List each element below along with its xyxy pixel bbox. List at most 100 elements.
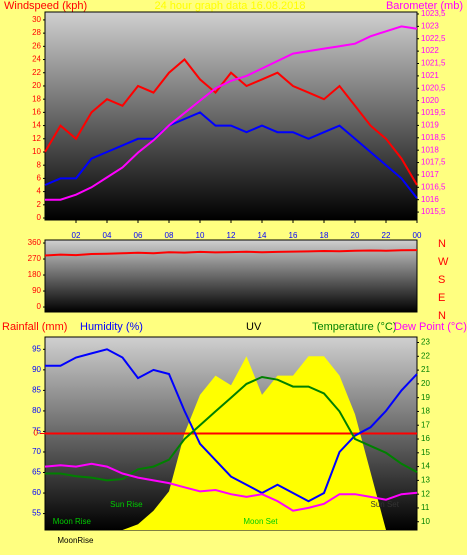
y-tick-label: 12: [32, 134, 41, 143]
header-label: Dew Point (°C): [394, 321, 467, 333]
y2-tick-label: 19: [421, 393, 430, 402]
y-tick-label: 16: [32, 107, 41, 116]
y2-tick-label: 20: [421, 379, 430, 388]
rain-tick-label: 0: [34, 429, 39, 438]
y-label: Windspeed (kph): [4, 0, 87, 12]
x-tick-label: 20: [351, 231, 360, 240]
y2-tick-label: 10: [421, 517, 430, 526]
series-line: [45, 348, 418, 503]
y-tick-label: 20: [32, 81, 41, 90]
x-tick-label: 18: [320, 231, 329, 240]
y2-tick-label: 1023,5: [421, 9, 446, 18]
series-line: [45, 375, 418, 482]
y2-tick-label: 18: [421, 407, 430, 416]
chart-title: 24 hour graph data 16.08.2018: [154, 0, 305, 12]
series-line: [44, 58, 418, 186]
y-tick-label: 4: [37, 187, 42, 196]
header-label: Humidity (%): [80, 321, 143, 333]
compass-label: E: [438, 292, 445, 304]
y2-tick-label: 1023: [421, 21, 439, 30]
y-tick-label: 65: [32, 468, 41, 477]
x-tick-label: 00: [413, 231, 422, 240]
y2-tick-label: 15: [421, 448, 430, 457]
y2-tick-label: 14: [421, 462, 430, 471]
y-tick-label: 90: [32, 365, 41, 374]
y-tick-label: 0: [37, 302, 42, 311]
x-tick-label: 16: [289, 231, 298, 240]
y2-tick-label: 1015,5: [421, 207, 446, 216]
x-tick-label: 14: [258, 231, 267, 240]
y-tick-label: 70: [32, 447, 41, 456]
y-tick-label: 28: [32, 28, 41, 37]
y-tick-label: 0: [37, 213, 42, 222]
y2-tick-label: 1020: [421, 96, 439, 105]
y2-tick-label: 1018: [421, 145, 439, 154]
y-tick-label: 14: [32, 121, 41, 130]
plot-area: [44, 11, 418, 221]
x-tick-label: 04: [103, 231, 112, 240]
y-tick-label: 360: [28, 238, 42, 247]
annotation: MoonRise: [57, 536, 94, 545]
y-tick-label: 6: [37, 174, 42, 183]
y2-tick-label: 1021,5: [421, 59, 446, 68]
x-tick-label: 12: [227, 231, 236, 240]
y-tick-label: 2: [37, 200, 42, 209]
compass-label: N: [438, 238, 446, 250]
y2-tick-label: 1022: [421, 46, 439, 55]
series-line: [45, 25, 418, 201]
y-tick-label: 26: [32, 41, 41, 50]
compass-label: N: [438, 310, 446, 322]
y-tick-label: 10: [32, 147, 41, 156]
y2-tick-label: 23: [421, 338, 430, 347]
x-tick-label: 10: [196, 231, 205, 240]
y-tick-label: 90: [32, 286, 41, 295]
x-tick-label: 02: [72, 231, 81, 240]
y2-tick-label: 1017: [421, 170, 439, 179]
y-tick-label: 180: [28, 270, 42, 279]
y2-tick-label: 1018,5: [421, 133, 446, 142]
y2-tick-label: 1017,5: [421, 158, 446, 167]
y-tick-label: 80: [32, 406, 41, 415]
y2-tick-label: 1016: [421, 195, 439, 204]
header-label: UV: [246, 321, 262, 333]
y-tick-label: 22: [32, 68, 41, 77]
y2-tick-label: 22: [421, 351, 430, 360]
y-tick-label: 55: [32, 509, 41, 518]
y-tick-label: 85: [32, 385, 41, 394]
annotation: Sun Rise: [110, 500, 143, 509]
y-tick-label: 95: [32, 344, 41, 353]
series-line: [44, 462, 418, 512]
x-tick-label: 22: [382, 231, 391, 240]
y2-tick-label: 1021: [421, 71, 439, 80]
compass-label: S: [438, 274, 445, 286]
compass-label: W: [438, 256, 449, 268]
y2-tick-label: 21: [421, 365, 430, 374]
annotation: Sun Set: [371, 500, 400, 509]
y-tick-label: 24: [32, 55, 41, 64]
series-line: [44, 249, 418, 257]
y-tick-label: 270: [28, 254, 42, 263]
y2-tick-label: 1020,5: [421, 83, 446, 92]
y-tick-label: 30: [32, 15, 41, 24]
y-tick-label: 18: [32, 94, 41, 103]
y-tick-label: 60: [32, 488, 41, 497]
y2-tick-label: 17: [421, 420, 430, 429]
y2-tick-label: 16: [421, 434, 430, 443]
y2-tick-label: 11: [421, 503, 430, 512]
annotation: Moon Rise: [53, 517, 92, 526]
uv-area: [45, 356, 417, 530]
y2-tick-label: 1016,5: [421, 182, 446, 191]
annotation: Moon Set: [243, 517, 278, 526]
header-label: Rainfall (mm): [2, 321, 67, 333]
y2-tick-label: 13: [421, 475, 430, 484]
y-tick-label: 75: [32, 427, 41, 436]
y2-tick-label: 12: [421, 489, 430, 498]
y2-tick-label: 1019,5: [421, 108, 446, 117]
y2-tick-label: 1022,5: [421, 34, 446, 43]
y2-label: Barometer (mb): [386, 0, 463, 12]
x-tick-label: 06: [134, 231, 143, 240]
x-tick-label: 08: [165, 231, 174, 240]
header-label: Temperature (°C): [312, 321, 396, 333]
series-line: [44, 111, 418, 199]
